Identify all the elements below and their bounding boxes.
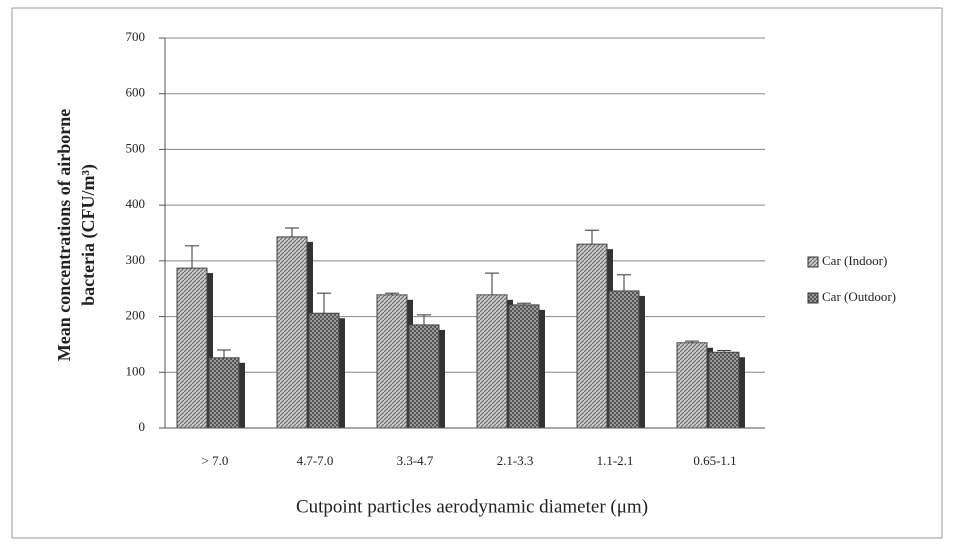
- bar-side: [739, 357, 745, 428]
- y-tick-label: 200: [126, 308, 146, 323]
- x-tick-label: 1.1-2.1: [597, 453, 634, 468]
- chart-frame: [12, 8, 942, 538]
- y-tick-label: 700: [126, 29, 146, 44]
- bar-side: [339, 318, 345, 428]
- bar: [309, 313, 339, 428]
- x-tick-label: > 7.0: [202, 453, 229, 468]
- error-bar: [185, 246, 199, 268]
- bar: [277, 237, 307, 428]
- x-tick-label: 2.1-3.3: [497, 453, 534, 468]
- bar: [709, 352, 739, 428]
- error-bar: [285, 228, 299, 237]
- legend-label: Car (Indoor): [822, 253, 887, 268]
- chart: Cutpoint particles aerodynamic diameter …: [0, 0, 953, 546]
- bar: [209, 358, 239, 428]
- error-bar: [485, 273, 499, 295]
- y-tick-label: 0: [139, 419, 146, 434]
- y-tick-label: 300: [126, 252, 146, 267]
- bar: [677, 343, 707, 428]
- bar-side: [539, 310, 545, 428]
- legend-swatch: [808, 293, 818, 303]
- error-bar: [217, 350, 231, 358]
- bar-side: [439, 330, 445, 428]
- y-tick-label: 100: [126, 363, 146, 378]
- bar-side: [639, 296, 645, 428]
- bar: [509, 305, 539, 428]
- bar: [609, 291, 639, 428]
- bar: [577, 244, 607, 428]
- y-title-line: Mean concentrations of airborne: [54, 109, 74, 361]
- bar-side: [239, 363, 245, 428]
- error-bar: [617, 275, 631, 291]
- bar: [377, 295, 407, 428]
- x-tick-label: 0.65-1.1: [693, 453, 736, 468]
- y-tick-label: 500: [126, 140, 146, 155]
- bar: [409, 325, 439, 428]
- y-tick-label: 400: [126, 196, 146, 211]
- y-title-line: bacteria (CFU/m³): [78, 164, 99, 306]
- bar: [177, 268, 207, 428]
- legend-swatch: [808, 257, 818, 267]
- y-tick-label: 600: [126, 85, 146, 100]
- x-tick-label: 3.3-4.7: [397, 453, 434, 468]
- legend-label: Car (Outdoor): [822, 289, 896, 304]
- error-bar: [317, 293, 331, 313]
- bar: [477, 295, 507, 428]
- y-axis-title: Mean concentrations of airborne bacteria…: [54, 109, 99, 361]
- x-tick-label: 4.7-7.0: [297, 453, 334, 468]
- error-bar: [585, 230, 599, 244]
- x-axis-title: Cutpoint particles aerodynamic diameter …: [296, 496, 648, 517]
